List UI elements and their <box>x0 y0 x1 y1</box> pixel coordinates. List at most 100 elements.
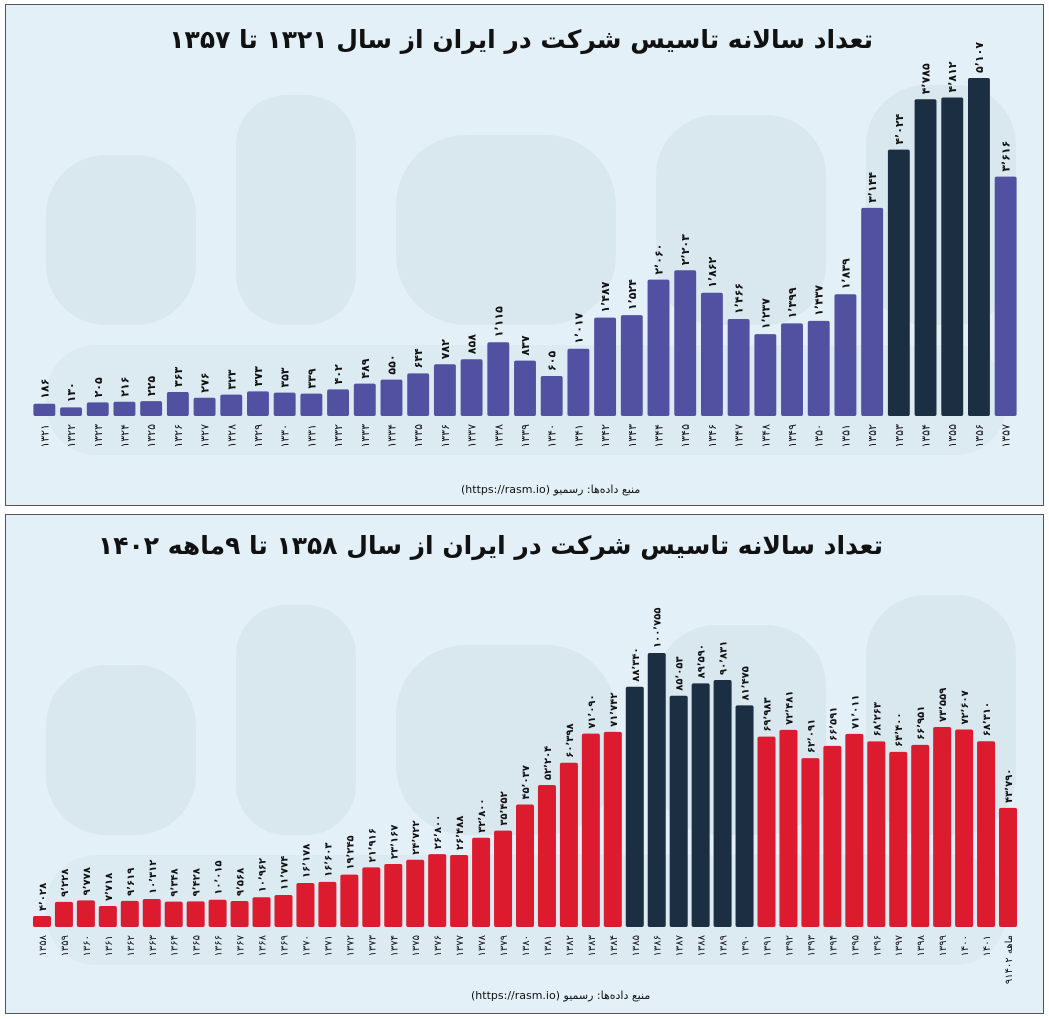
bar <box>142 898 161 927</box>
bar-chart-1: ۱۸۶ ۱۳۲۱ ۱۳۰ ۱۳۲۲ ۲۰۵ ۱۳۲۳ ۲۱۶ ۱۳۲۴ ۲۲۵ ۱۳۲۵ ۳۶۳ ۱۳… <box>33 42 1017 448</box>
data-label: ۸۹٬۵۹۰ <box>697 644 708 678</box>
chart-panel-1321-1357: ۱۸۶ ۱۳۲۱ ۱۳۰ ۱۳۲۲ ۲۰۵ ۱۳۲۳ ۲۱۶ ۱۳۲۴ ۲۲۵ ۱۳۲۵ ۳۶۳ ۱۳… <box>5 4 1044 506</box>
x-tick-label: ۱۳۶۰ <box>82 935 93 956</box>
data-label: ۹٬۷۷۸ <box>82 867 93 895</box>
x-tick-label: ۱۳۵۳ <box>893 424 906 448</box>
bar <box>807 320 830 416</box>
data-label: ۷۲٬۶۰۷ <box>960 690 971 724</box>
bar <box>834 294 857 416</box>
bar <box>120 900 139 927</box>
x-tick-label: ۱۳۵۸ <box>38 934 49 956</box>
data-label: ۴٬۰۲۸ <box>38 883 49 911</box>
x-tick-label: ۱۳۶۵ <box>192 935 203 956</box>
bar <box>647 653 666 927</box>
bar <box>318 881 337 927</box>
x-tick-label: ۱۳۷۲ <box>345 935 356 956</box>
data-label: ۶۸٬۲۶۳ <box>872 702 883 736</box>
data-label: ۱٬۲۳۷ <box>759 298 772 329</box>
bar <box>433 364 456 416</box>
bar <box>625 686 644 927</box>
data-label: ۱٬۸۳۹ <box>839 258 852 289</box>
x-tick-label: ۱۳۷۴ <box>389 935 400 956</box>
x-tick-label: ۱۴۰۰ <box>960 935 971 956</box>
data-label: ۱۶٬۱۷۸ <box>301 844 312 878</box>
data-label: ۱٬۸۶۲ <box>706 256 719 287</box>
data-label: ۷۱٬۰۱۱ <box>850 695 861 729</box>
x-tick-label: ۱۳۳۶ <box>439 424 452 448</box>
source-note: منبع داده‌ها: رسمیو (https://rasm.io) <box>461 483 641 496</box>
bar <box>113 401 136 416</box>
x-tick-label: ۱۴۰۱ <box>982 935 993 956</box>
data-label: ۱۱٬۷۷۴ <box>279 856 290 890</box>
x-tick-label: ۱۳۵۰ <box>813 424 826 448</box>
bar <box>914 99 937 416</box>
data-label: ۱۰٬۹۶۲ <box>258 858 269 892</box>
data-label: ۳۷۳ <box>252 366 265 386</box>
data-label: ۲۱۶ <box>118 377 131 397</box>
data-label: ۳٬۶۱۶ <box>1000 141 1013 172</box>
bar <box>252 897 271 927</box>
x-tick-label: ۱۳۶۴ <box>170 935 181 956</box>
data-label: ۶۴۴ <box>412 348 425 368</box>
bar <box>861 207 884 416</box>
source-note: منبع داده‌ها: رسمیو (https://rasm.io) <box>471 989 651 1002</box>
data-label: ۱٬۰۱۷ <box>572 312 585 343</box>
x-tick-label: ۱۳۸۵ <box>631 935 642 956</box>
x-tick-label: ۱۳۶۷ <box>236 934 247 956</box>
x-tick-label: ۱۳۹۲ <box>784 935 795 956</box>
x-tick-label: ۱۳۷۷ <box>455 934 466 956</box>
x-tick-label: ۱۳۲۵ <box>145 424 158 448</box>
x-tick-label: ۱۳۲۴ <box>118 424 131 448</box>
chart-title: تعداد سالانه تاسیس شرکت در ایران از سال … <box>97 531 883 560</box>
x-tick-label: ۱۳۲۱ <box>38 424 51 448</box>
bar <box>754 334 777 416</box>
x-tick-label: ۱۳۸۴ <box>609 935 620 956</box>
x-tick-label: ۱۳۲۲ <box>65 424 78 448</box>
x-tick-label: ۱۳۴۳ <box>626 424 639 448</box>
data-label: ۲۱٬۹۱۶ <box>367 828 378 862</box>
data-label: ۹۰٬۸۳۱ <box>719 641 730 675</box>
bar <box>230 900 249 927</box>
data-label: ۲۲۵ <box>145 376 158 396</box>
x-tick-label: ۱۳۸۱ <box>543 935 554 956</box>
x-tick-label: ۱۳۳۵ <box>412 424 425 448</box>
bar <box>781 323 803 416</box>
bar <box>540 375 563 416</box>
data-label: ۵۲٬۲۰۴ <box>543 746 554 780</box>
data-label: ۴٬۸۱۲ <box>946 61 959 92</box>
x-tick-label: ۱۳۶۸ <box>258 934 269 956</box>
data-label: ۲۴٬۷۲۲ <box>411 820 422 854</box>
x-tick-label: ۱۳۹۳ <box>806 934 817 956</box>
x-tick-label: ۱۳۸۳ <box>587 934 598 956</box>
bar <box>713 679 732 927</box>
x-tick-label: ۱۳۴۰ <box>546 424 559 448</box>
bar <box>487 342 510 416</box>
x-tick-label: ۱۳۵۹ <box>60 935 71 956</box>
bar <box>674 270 697 416</box>
bar <box>380 379 403 416</box>
data-label: ۲۰۵ <box>92 377 105 397</box>
data-label: ۳۲۳ <box>225 369 238 389</box>
x-tick-label: ۱۳۴۱ <box>572 424 585 448</box>
bar <box>889 751 908 927</box>
x-tick-label: ۱۳۲۶ <box>172 424 185 448</box>
data-label: ۵۵۰ <box>385 354 398 374</box>
bar <box>247 391 269 416</box>
data-label: ۳٬۱۴۴ <box>866 172 879 203</box>
x-tick-label: ۱۳۹۴ <box>828 935 839 956</box>
bar <box>32 916 51 927</box>
bar <box>140 401 163 416</box>
bar <box>273 392 296 416</box>
bar <box>54 901 73 927</box>
data-label: ۱۰٬۰۱۵ <box>214 860 225 894</box>
x-tick-label: ۱۳۵۶ <box>973 424 986 448</box>
bar <box>779 729 798 927</box>
bar <box>515 804 535 927</box>
x-tick-label: ۱۳۵۵ <box>946 424 959 448</box>
x-tick-label: ۱۳۲۳ <box>92 424 105 448</box>
x-tick-label: ۱۳۳۷ <box>466 424 479 448</box>
data-label: ۶۰۵ <box>546 351 559 371</box>
data-label: ۴۸۹ <box>359 358 372 378</box>
bar <box>994 176 1017 416</box>
data-label: ۸۵۸ <box>466 334 479 354</box>
